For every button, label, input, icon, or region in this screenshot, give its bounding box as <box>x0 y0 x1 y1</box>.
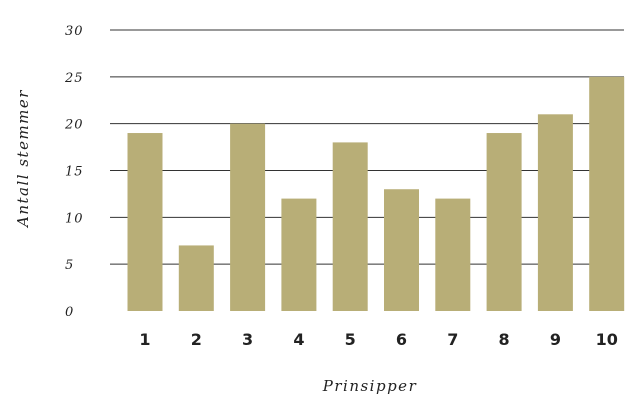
y-tick-labels: 0 5 10 15 20 25 30 <box>64 24 84 320</box>
x-tick-label: 7 <box>447 330 458 349</box>
bar-1 <box>127 133 163 311</box>
x-axis-title: Prinsipper <box>322 377 417 395</box>
x-tick-label: 9 <box>550 330 561 349</box>
x-tick-label: 3 <box>242 330 253 349</box>
bar-2 <box>178 245 214 311</box>
x-tick-label: 6 <box>396 330 407 349</box>
bars <box>127 76 625 312</box>
y-tick-label: 15 <box>65 165 84 180</box>
bar-3 <box>230 123 266 312</box>
x-tick-label: 2 <box>191 330 202 349</box>
x-tick-label: 4 <box>293 330 304 349</box>
bar-6 <box>384 189 419 311</box>
y-tick-label: 10 <box>65 211 84 226</box>
x-tick-labels: 1 2 3 4 5 6 7 8 9 10 <box>139 330 617 349</box>
x-tick-label: 8 <box>499 330 510 349</box>
x-tick-label: 10 <box>596 330 618 349</box>
y-tick-label: 0 <box>65 305 74 320</box>
y-tick-label: 5 <box>65 258 74 273</box>
x-tick-label: 5 <box>345 330 356 349</box>
y-axis-title: Antall stemmer <box>14 89 32 229</box>
y-tick-label: 30 <box>65 24 84 39</box>
y-tick-label: 20 <box>64 118 84 133</box>
bar-4 <box>281 198 317 311</box>
bar-10 <box>589 76 625 311</box>
bar-9 <box>537 114 573 311</box>
y-tick-label: 25 <box>64 71 84 86</box>
x-tick-label: 1 <box>139 330 150 349</box>
bar-7 <box>435 198 471 311</box>
bar-5 <box>332 142 368 311</box>
bar-8 <box>486 133 522 311</box>
